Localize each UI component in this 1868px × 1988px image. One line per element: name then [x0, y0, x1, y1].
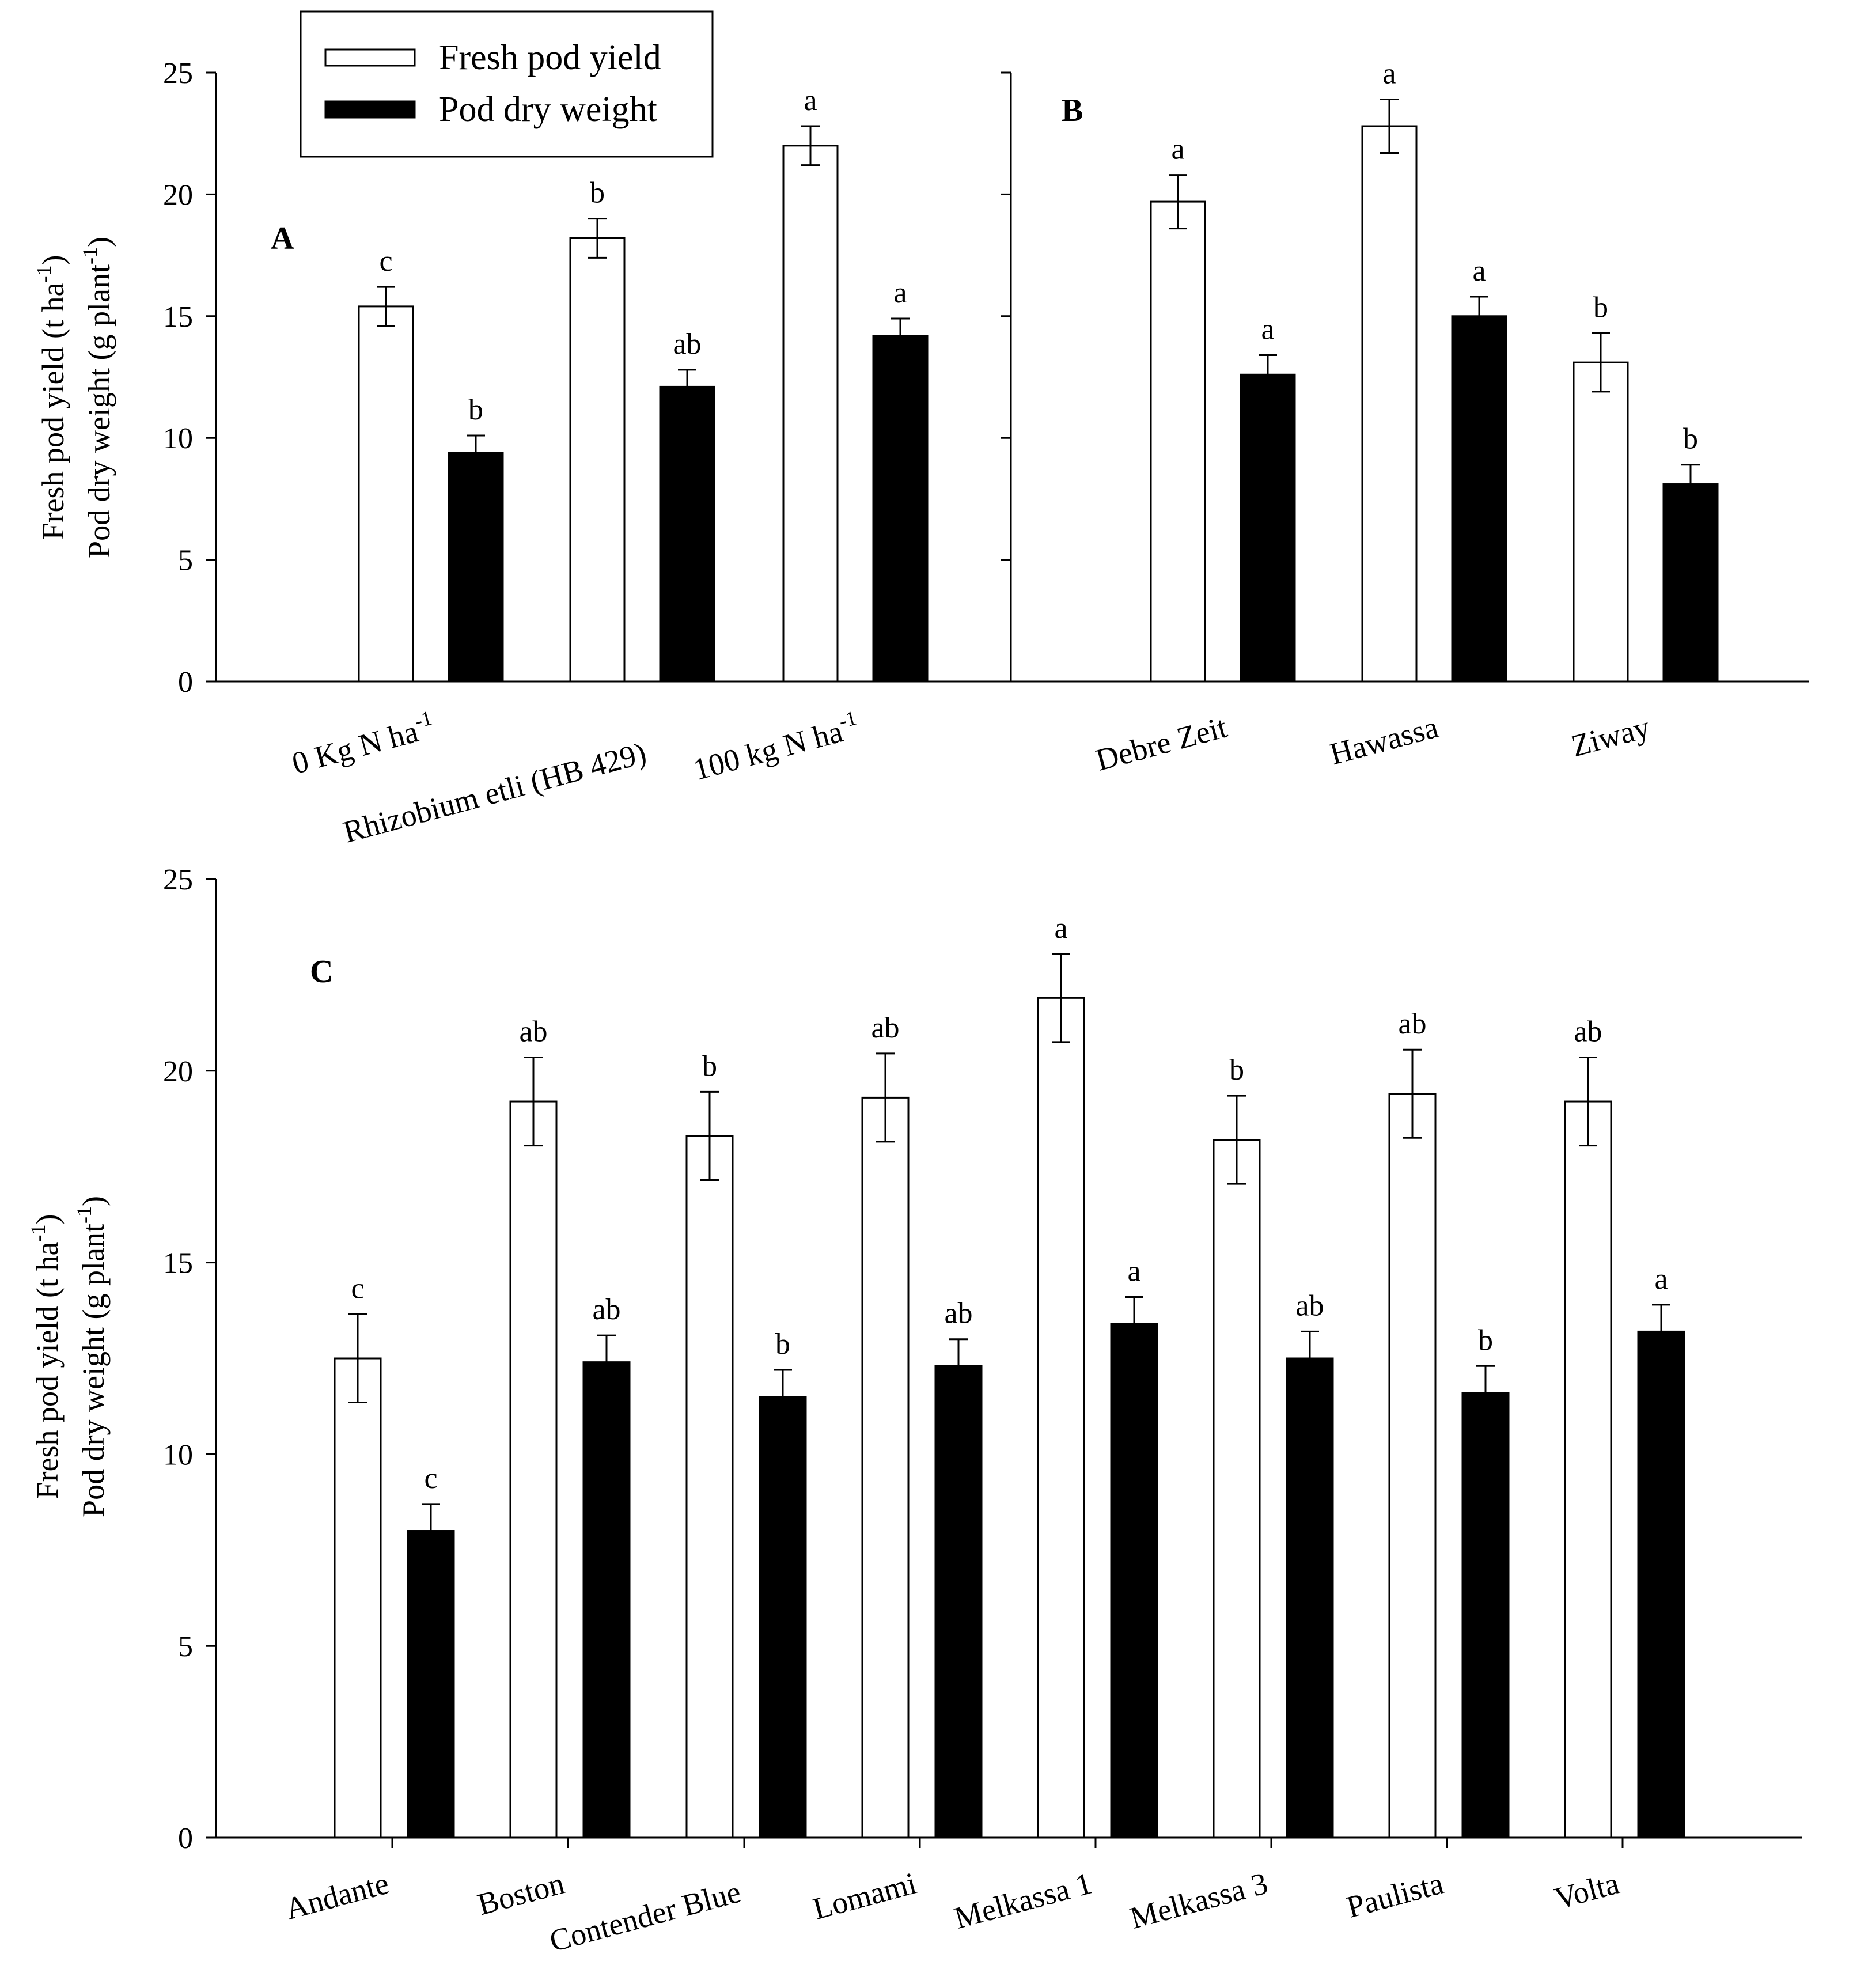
category-label-a-100-kg-n-ha: 100 kg N ha-1 [689, 706, 863, 787]
bar-c-boston-pod-dry-weight [583, 1362, 630, 1838]
bar-c-contender-blue-pod-dry-weight [760, 1397, 806, 1838]
significance-letter-c-volta-pod-dry-weight: a [1654, 1263, 1668, 1296]
significance-letter-c-paulista-fresh-pod-yield: ab [1398, 1008, 1426, 1040]
bar-b-debre-zeit-pod-dry-weight [1241, 374, 1295, 681]
panel-label-a: A [271, 221, 294, 256]
bar-a-rhizobium-etli-hb-429-pod-dry-weight [660, 387, 714, 681]
category-label-a-0-kg-n-ha: 0 Kg N ha-1 [287, 706, 438, 781]
significance-letter-c-lomami-pod-dry-weight: ab [944, 1297, 972, 1330]
significance-letter-a-0-kg-n-ha-pod-dry-weight: b [468, 393, 483, 426]
significance-letter-b-debre-zeit-pod-dry-weight: a [1261, 313, 1274, 346]
bar-c-boston-fresh-pod-yield [510, 1101, 556, 1838]
bar-a-100-kg-n-ha-pod-dry-weight [873, 336, 927, 681]
significance-letter-c-paulista-pod-dry-weight: b [1478, 1324, 1493, 1357]
bar-c-paulista-fresh-pod-yield [1389, 1094, 1435, 1838]
bar-c-paulista-pod-dry-weight [1462, 1393, 1509, 1838]
significance-letter-a-rhizobium-etli-hb-429-fresh-pod-yield: b [590, 177, 605, 210]
bar-a-0-kg-n-ha-pod-dry-weight [449, 453, 503, 681]
panel-label-c: C [310, 954, 333, 990]
legend-swatch-pod-dry-weight [325, 101, 415, 118]
significance-letter-b-hawassa-pod-dry-weight: a [1472, 255, 1486, 287]
legend-swatch-fresh-pod-yield [325, 50, 415, 66]
y-tick-label-c-15: 15 [163, 1247, 193, 1280]
bar-c-melkassa-1-pod-dry-weight [1111, 1324, 1157, 1838]
y-axis-title-top-line1: Fresh pod yield (t ha-1) [32, 255, 70, 540]
significance-letter-c-melkassa-3-fresh-pod-yield: b [1229, 1054, 1244, 1086]
bar-b-ziway-pod-dry-weight [1664, 484, 1718, 681]
legend: Fresh pod yield Pod dry weight [301, 12, 713, 157]
significance-letter-a-rhizobium-etli-hb-429-pod-dry-weight: ab [673, 328, 701, 361]
category-label-c-melkassa-1: Melkassa 1 [950, 1866, 1096, 1936]
category-label-b-hawassa: Hawassa [1326, 710, 1442, 772]
legend-label-fresh-pod-yield: Fresh pod yield [439, 38, 661, 77]
category-label-c-contender-blue: Contender Blue [546, 1875, 744, 1959]
significance-letter-b-ziway-fresh-pod-yield: b [1593, 291, 1608, 324]
significance-letter-b-ziway-pod-dry-weight: b [1683, 423, 1698, 456]
bar-c-melkassa-3-pod-dry-weight [1287, 1358, 1333, 1838]
y-tick-label-c-20: 20 [163, 1055, 193, 1088]
y-tick-label-a-5: 5 [178, 544, 193, 577]
bar-b-hawassa-pod-dry-weight [1452, 316, 1506, 681]
significance-letter-a-100-kg-n-ha-pod-dry-weight: a [893, 277, 907, 309]
legend-label-pod-dry-weight: Pod dry weight [439, 90, 657, 129]
category-label-b-ziway: Ziway [1567, 710, 1653, 764]
significance-letter-c-boston-pod-dry-weight: ab [592, 1293, 620, 1326]
significance-letter-c-contender-blue-pod-dry-weight: b [775, 1328, 790, 1361]
significance-letter-c-melkassa-1-fresh-pod-yield: a [1054, 912, 1067, 945]
y-tick-label-c-10: 10 [163, 1438, 193, 1471]
bar-c-andante-pod-dry-weight [408, 1531, 454, 1838]
y-axis-title-bottom-line1: Fresh pod yield (t ha-1) [26, 1214, 65, 1499]
category-label-b-debre-zeit: Debre Zeit [1092, 710, 1230, 778]
bar-c-volta-fresh-pod-yield [1565, 1101, 1611, 1838]
y-axis-title-bottom-line2: Pod dry weight (g plant-1) [73, 1196, 111, 1517]
figure: 0510152025cbababa0 Kg N ha-1Rhizobium et… [0, 0, 1868, 1988]
significance-letter-c-melkassa-1-pod-dry-weight: a [1127, 1255, 1140, 1288]
y-tick-label-c-0: 0 [178, 1822, 193, 1855]
bar-b-hawassa-fresh-pod-yield [1362, 126, 1416, 681]
bar-c-volta-pod-dry-weight [1638, 1331, 1684, 1838]
y-tick-label-a-25: 25 [163, 57, 193, 90]
significance-letter-b-debre-zeit-fresh-pod-yield: a [1171, 133, 1184, 166]
bar-c-lomami-fresh-pod-yield [862, 1097, 908, 1838]
category-label-c-boston: Boston [474, 1866, 568, 1922]
bar-c-contender-blue-fresh-pod-yield [687, 1136, 733, 1838]
bar-c-melkassa-1-fresh-pod-yield [1038, 998, 1084, 1838]
y-tick-label-a-15: 15 [163, 301, 193, 334]
y-tick-label-a-0: 0 [178, 666, 193, 699]
panel-b: a a b a a b Debre Zeit Hawassa Ziway B [1001, 58, 1809, 778]
category-label-c-lomami: Lomami [809, 1866, 920, 1926]
significance-letter-c-andante-fresh-pod-yield: c [351, 1272, 364, 1305]
panel-label-b: B [1062, 93, 1083, 128]
category-label-c-paulista: Paulista [1343, 1866, 1447, 1925]
bar-b-ziway-fresh-pod-yield [1574, 362, 1628, 681]
bar-a-100-kg-n-ha-fresh-pod-yield [783, 146, 838, 681]
significance-letter-b-hawassa-fresh-pod-yield: a [1382, 58, 1396, 90]
significance-letter-a-100-kg-n-ha-fresh-pod-yield: a [804, 84, 817, 117]
bar-c-melkassa-3-fresh-pod-yield [1214, 1140, 1260, 1838]
bar-a-0-kg-n-ha-fresh-pod-yield [359, 306, 413, 681]
category-label-c-melkassa-3: Melkassa 3 [1126, 1866, 1271, 1936]
significance-letter-c-contender-blue-fresh-pod-yield: b [702, 1050, 717, 1082]
y-tick-label-c-25: 25 [163, 864, 193, 896]
significance-letter-c-andante-pod-dry-weight: c [424, 1462, 437, 1495]
bar-c-lomami-pod-dry-weight [935, 1366, 982, 1838]
bar-c-andante-fresh-pod-yield [335, 1358, 381, 1838]
y-tick-label-c-5: 5 [178, 1630, 193, 1663]
bar-b-debre-zeit-fresh-pod-yield [1151, 202, 1205, 681]
legend-box [301, 12, 713, 157]
significance-letter-c-lomami-fresh-pod-yield: ab [871, 1012, 899, 1044]
significance-letter-c-boston-fresh-pod-yield: ab [519, 1016, 547, 1048]
category-label-c-volta: Volta [1551, 1866, 1623, 1916]
significance-letter-c-melkassa-3-pod-dry-weight: ab [1295, 1289, 1324, 1322]
y-axis-title-top-line2: Pod dry weight (g plant-1) [78, 237, 116, 558]
significance-letter-c-volta-fresh-pod-yield: ab [1574, 1016, 1602, 1048]
category-label-c-andante: Andante [282, 1866, 392, 1926]
bar-a-rhizobium-etli-hb-429-fresh-pod-yield [570, 238, 624, 681]
y-tick-label-a-20: 20 [163, 179, 193, 211]
y-tick-label-a-10: 10 [163, 422, 193, 455]
significance-letter-a-0-kg-n-ha-fresh-pod-yield: c [379, 245, 392, 278]
